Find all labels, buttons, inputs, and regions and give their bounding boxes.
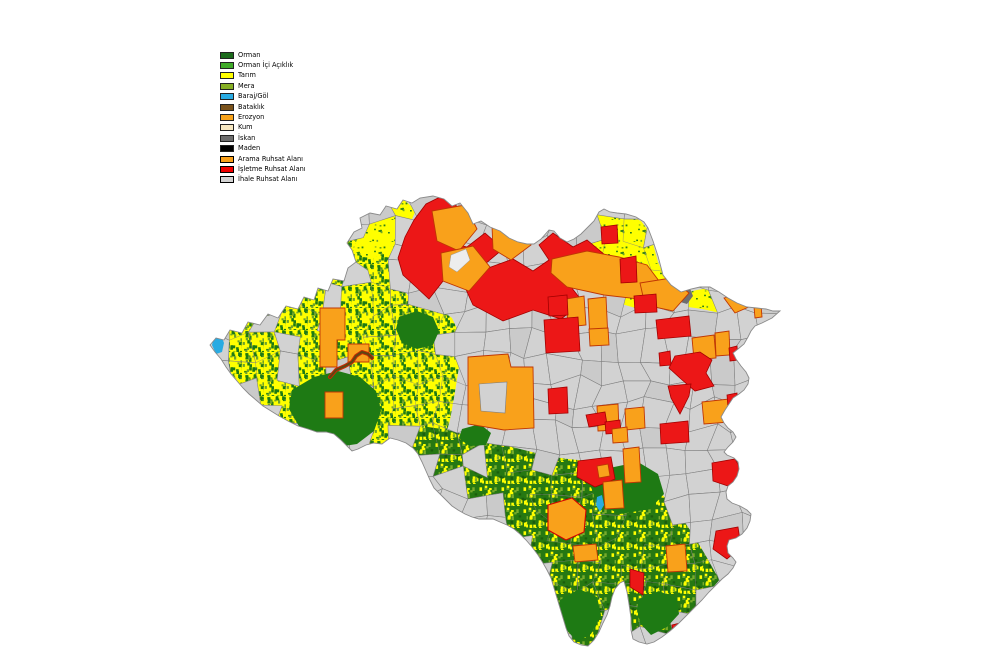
legend-label: Kum bbox=[238, 123, 253, 132]
legend-item-3: Mera bbox=[220, 81, 306, 91]
legend-swatch bbox=[220, 114, 234, 122]
legend-swatch bbox=[220, 176, 234, 184]
legend-swatch bbox=[220, 51, 234, 59]
legend-item-1: Orman İçi Açıklık bbox=[220, 60, 306, 70]
legend-swatch bbox=[220, 62, 234, 70]
legend-item-8: İskan bbox=[220, 133, 306, 143]
legend-item-10: Arama Ruhsat Alanı bbox=[220, 154, 306, 164]
legend-label: İhale Ruhsat Alanı bbox=[238, 175, 298, 184]
legend-item-7: Kum bbox=[220, 123, 306, 133]
legend-swatch bbox=[220, 124, 234, 132]
legend-item-11: İşletme Ruhsat Alanı bbox=[220, 164, 306, 174]
legend-label: İskan bbox=[238, 133, 256, 142]
legend-label: Baraj/Göl bbox=[238, 92, 269, 101]
legend: Orman Orman İçi Açıklık Tarım Mera Baraj/Göl… bbox=[220, 50, 306, 185]
legend-label: Orman bbox=[238, 50, 261, 59]
legend-swatch bbox=[220, 155, 234, 163]
legend-item-6: Erozyon bbox=[220, 112, 306, 122]
legend-label: Bataklık bbox=[238, 102, 265, 111]
legend-swatch bbox=[220, 145, 234, 153]
legend-item-2: Tarım bbox=[220, 71, 306, 81]
legend-item-12: İhale Ruhsat Alanı bbox=[220, 175, 306, 185]
legend-swatch bbox=[220, 134, 234, 142]
legend-label: Orman İçi Açıklık bbox=[238, 61, 294, 70]
legend-label: Tarım bbox=[238, 71, 256, 80]
legend-swatch bbox=[220, 165, 234, 173]
legend-label: Mera bbox=[238, 81, 255, 90]
legend-item-4: Baraj/Göl bbox=[220, 92, 306, 102]
legend-label: Arama Ruhsat Alanı bbox=[238, 154, 304, 163]
legend-label: Erozyon bbox=[238, 113, 265, 122]
legend-swatch bbox=[220, 82, 234, 90]
legend-item-5: Bataklık bbox=[220, 102, 306, 112]
legend-swatch bbox=[220, 93, 234, 101]
legend-swatch bbox=[220, 103, 234, 111]
legend-label: İşletme Ruhsat Alanı bbox=[238, 164, 306, 173]
legend-item-9: Maden bbox=[220, 144, 306, 154]
legend-swatch bbox=[220, 72, 234, 80]
legend-label: Maden bbox=[238, 144, 261, 153]
legend-item-0: Orman bbox=[220, 50, 306, 60]
